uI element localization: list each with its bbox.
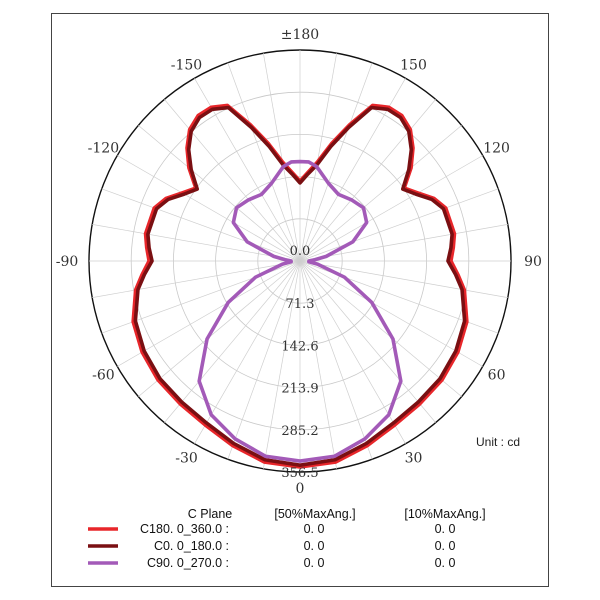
chart-frame	[51, 13, 549, 587]
legend-tenth-max-angle: 0. 0	[435, 539, 456, 553]
grid-spoke	[299, 260, 508, 298]
grid-spoke	[227, 260, 301, 460]
grid-spoke	[299, 188, 499, 262]
angle-tick-label: 120	[483, 141, 510, 157]
legend-header: [10%MaxAng.]	[404, 507, 485, 521]
radial-tick-labels: 0.0 71.3 142.6 213.9 285.2 356.5	[281, 244, 318, 481]
grid-spoke	[299, 224, 508, 262]
radial-tick-label: 142.6	[281, 339, 318, 354]
legend-series-name: C180. 0_360.0 :	[140, 522, 229, 536]
angle-tick-label: -90	[56, 254, 79, 270]
grid-spoke	[263, 260, 301, 469]
grid-spoke	[117, 155, 301, 262]
legend: C Plane [50%MaxAng.] [10%MaxAng.] C180. 0_3…	[88, 507, 486, 570]
grid-spoke	[299, 62, 373, 262]
angle-tick-label: 60	[488, 368, 506, 384]
series-curve	[197, 159, 403, 463]
angle-tick-label: 30	[405, 451, 423, 467]
grid-spoke	[101, 188, 301, 262]
legend-tenth-max-angle: 0. 0	[435, 522, 456, 536]
grid-spoke	[164, 260, 301, 423]
legend-series-name: C90. 0_270.0 :	[147, 556, 229, 570]
grid-spoke	[299, 260, 337, 469]
radial-tick-label: 356.5	[281, 466, 318, 481]
legend-half-max-angle: 0. 0	[304, 522, 325, 536]
grid-spoke	[299, 99, 436, 262]
legend-series-name: C0. 0_180.0 :	[154, 539, 229, 553]
legend-half-max-angle: 0. 0	[304, 539, 325, 553]
legend-half-max-angle: 0. 0	[304, 556, 325, 570]
legend-tenth-max-angle: 0. 0	[435, 556, 456, 570]
grid-spoke	[299, 260, 462, 397]
series-curve	[133, 105, 467, 467]
radial-tick-label: 71.3	[286, 297, 315, 312]
angle-tick-label: -150	[171, 57, 202, 73]
grid-spoke	[92, 260, 301, 298]
grid-spoke	[164, 99, 301, 262]
polar-grid	[88, 49, 512, 473]
grid-spoke	[263, 53, 301, 262]
grid-spoke	[138, 260, 301, 397]
grid-spoke	[92, 224, 301, 262]
angle-tick-label: -120	[88, 141, 119, 157]
radial-tick-label: 213.9	[281, 382, 318, 397]
angle-tick-label: -30	[175, 451, 198, 467]
grid-spoke	[299, 260, 373, 460]
angle-tick-label: 90	[524, 254, 542, 270]
angle-tick-label: ±180	[281, 27, 319, 43]
grid-spoke	[117, 260, 301, 367]
angle-tick-labels: ±180 150 120 90 60 30 0 -30 -60 -90 -120 -150	[56, 27, 542, 497]
legend-header: [50%MaxAng.]	[274, 507, 355, 521]
grid-spoke	[299, 260, 436, 423]
intensity-curves	[131, 103, 469, 469]
grid-spoke	[299, 260, 483, 367]
grid-spoke	[227, 62, 301, 262]
grid-spoke	[138, 125, 301, 262]
grid-spoke	[299, 155, 483, 262]
angle-tick-label: 0	[296, 481, 305, 497]
grid-spoke	[299, 125, 462, 262]
radial-tick-label: 0.0	[290, 244, 311, 259]
legend-header: C Plane	[188, 507, 233, 521]
angle-tick-label: -60	[92, 368, 115, 384]
grid-spoke	[299, 53, 337, 262]
angle-tick-label: 150	[400, 57, 427, 73]
unit-label: Unit : cd	[476, 435, 520, 449]
radial-tick-label: 285.2	[281, 424, 318, 439]
